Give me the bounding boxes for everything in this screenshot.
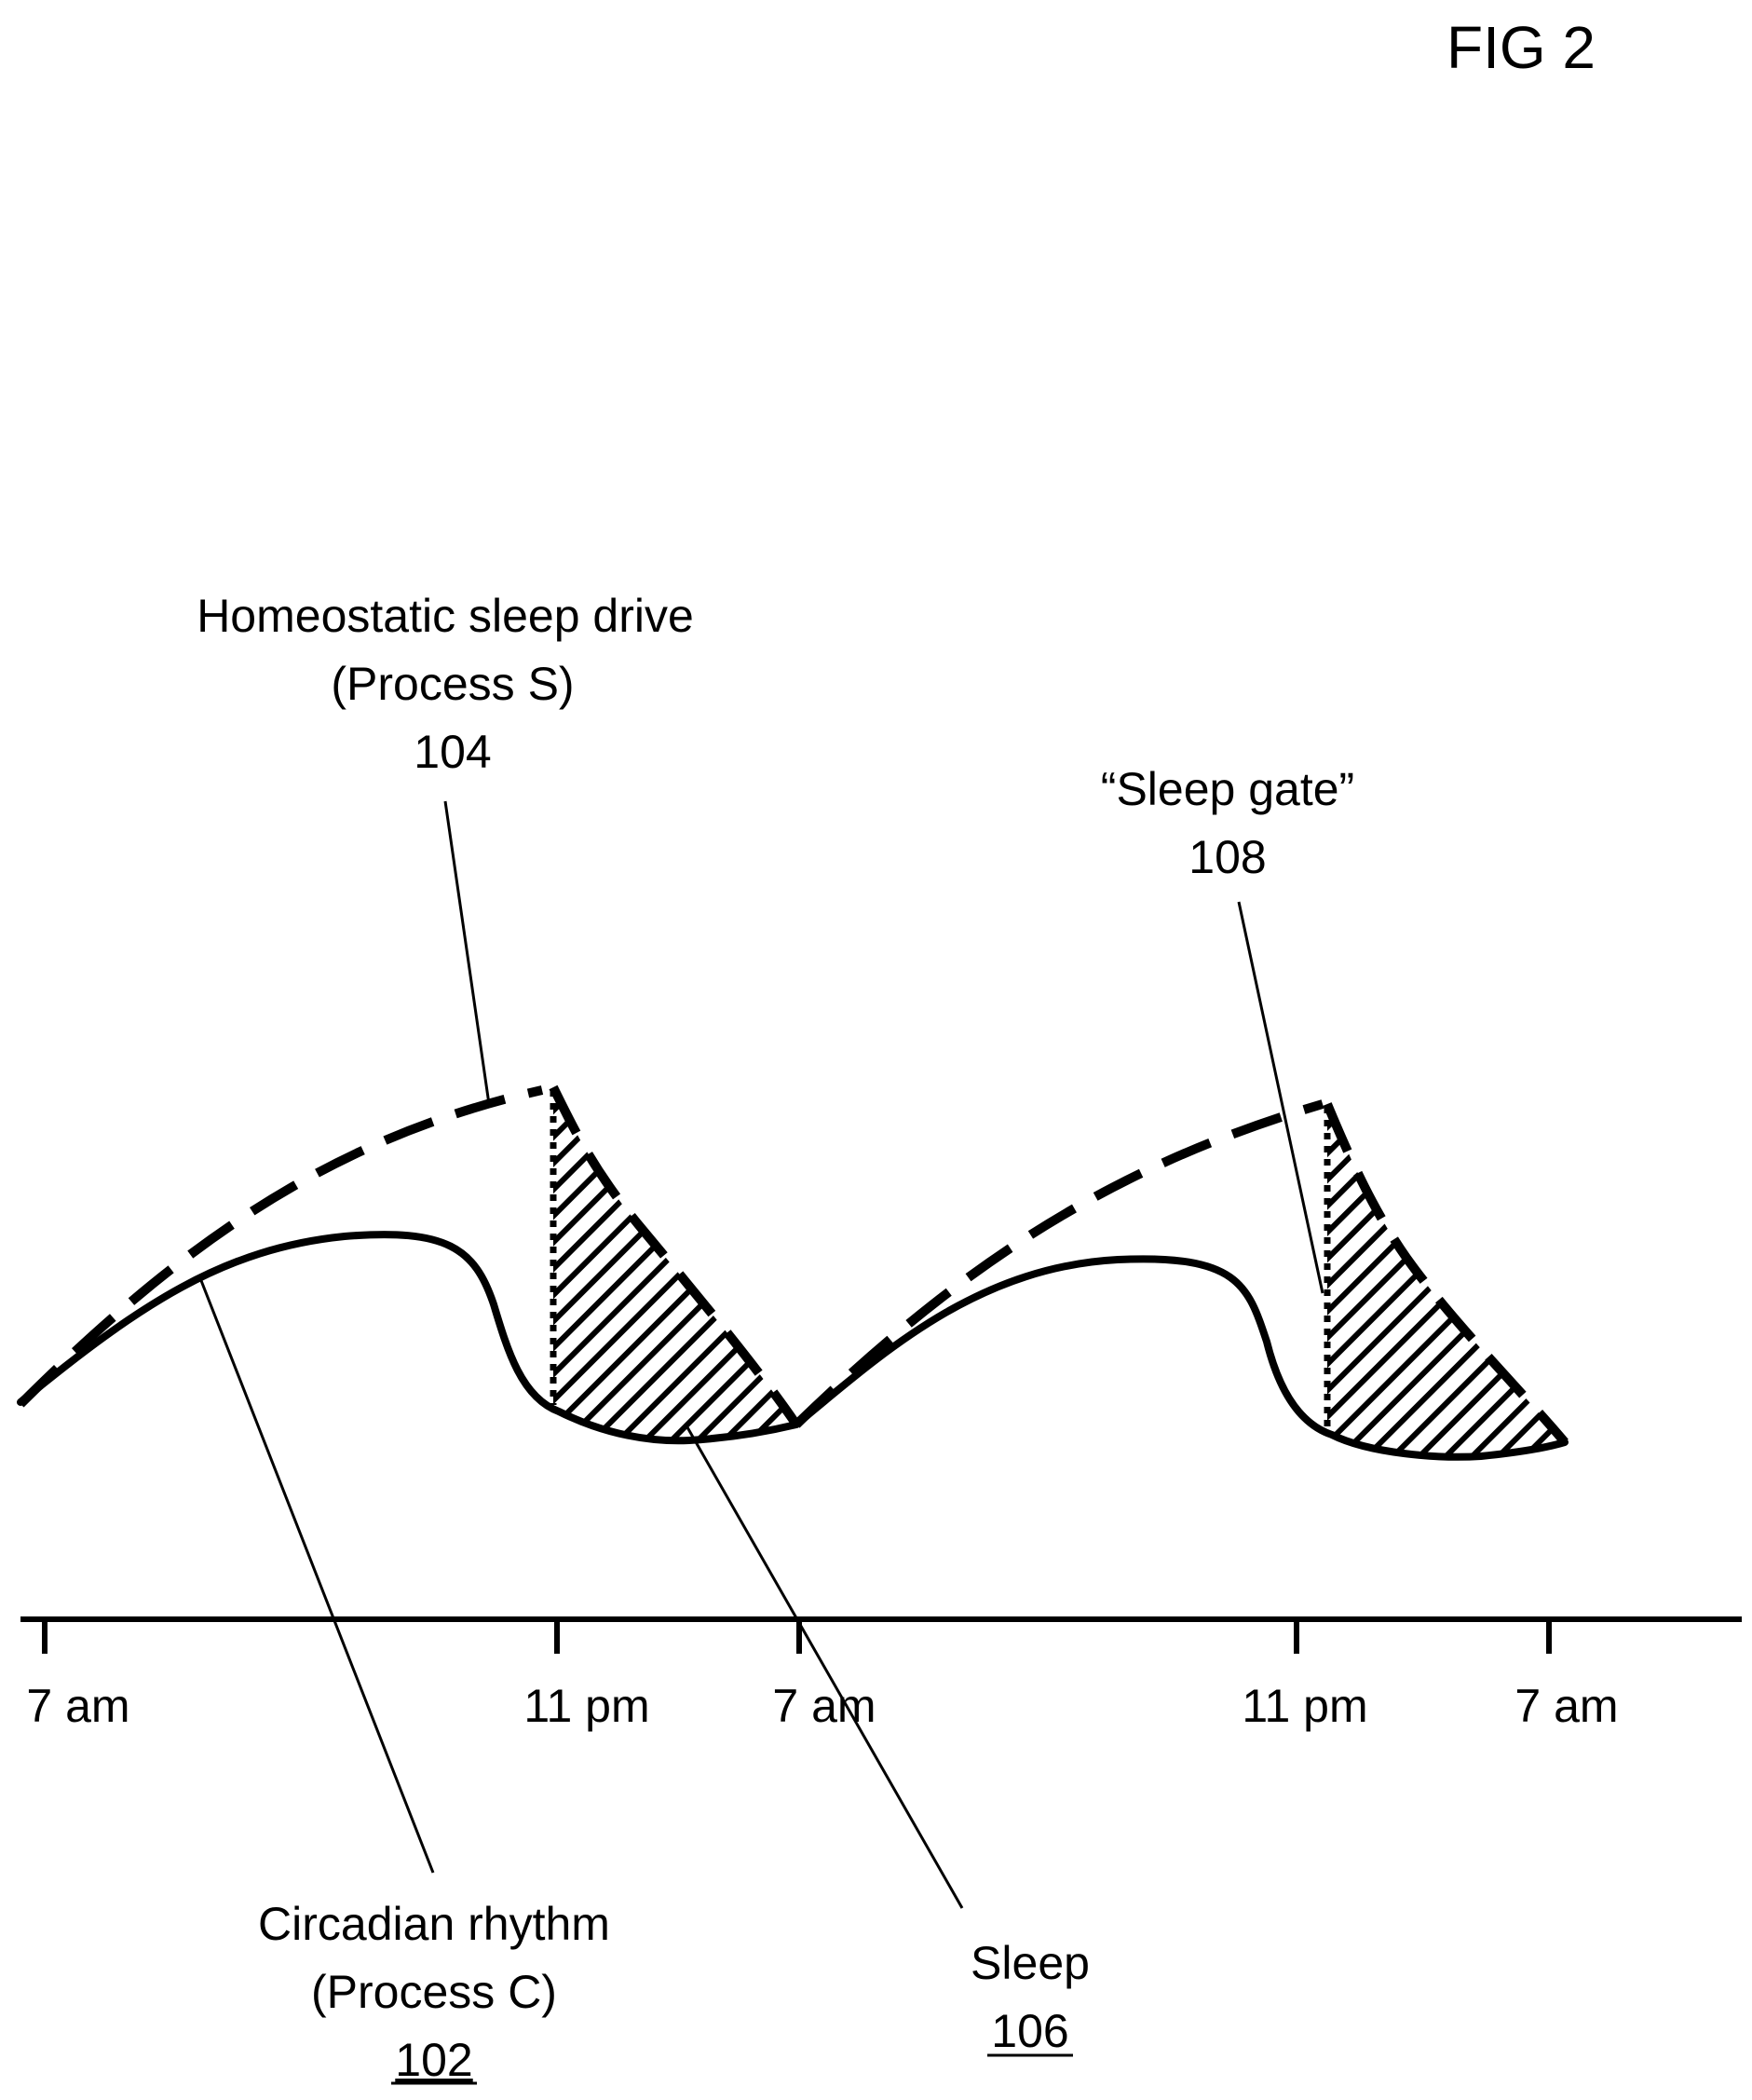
axis-ticks bbox=[42, 1619, 1552, 1654]
process-s-decay-1 bbox=[549, 1084, 801, 1427]
axis-tick-label: 11 pm bbox=[1242, 1680, 1367, 1732]
leader-line-104 bbox=[443, 800, 491, 1105]
sleep-ref-number: 106 bbox=[991, 2005, 1068, 2057]
process-s-curve-day2 bbox=[793, 1099, 1324, 1428]
sleep-region-1 bbox=[553, 1087, 796, 1441]
figure-title: FIG 2 bbox=[1446, 14, 1596, 81]
process-c-label-line2: (Process C) bbox=[311, 1966, 557, 2018]
axis-tick-label: 7 am bbox=[772, 1680, 876, 1732]
axis-tick-label: 7 am bbox=[26, 1680, 129, 1732]
process-s-ref-number: 104 bbox=[414, 726, 491, 778]
process-s-label-line1: Homeostatic sleep drive bbox=[197, 590, 694, 642]
sleep-region-2 bbox=[1327, 1104, 1565, 1457]
sleep-gate-label: “Sleep gate” bbox=[1101, 763, 1354, 815]
process-c-curve bbox=[17, 1231, 1569, 1461]
process-c-label-line1: Circadian rhythm bbox=[258, 1898, 610, 1950]
process-s-curve-day1 bbox=[17, 1085, 544, 1408]
process-s-decay-2 bbox=[1323, 1102, 1569, 1446]
axis-tick-label: 11 pm bbox=[523, 1680, 649, 1732]
axis-tick-label: 7 am bbox=[1514, 1680, 1618, 1732]
leader-line-108 bbox=[1237, 901, 1324, 1294]
process-c-ref-number: 102 bbox=[395, 2034, 472, 2086]
sleep-label: Sleep bbox=[971, 1937, 1090, 1989]
leader-line-106 bbox=[686, 1426, 964, 1909]
sleep-gate-ref-number: 108 bbox=[1188, 831, 1266, 883]
process-s-label-line2: (Process S) bbox=[331, 658, 574, 710]
leader-line-102 bbox=[198, 1277, 435, 1874]
